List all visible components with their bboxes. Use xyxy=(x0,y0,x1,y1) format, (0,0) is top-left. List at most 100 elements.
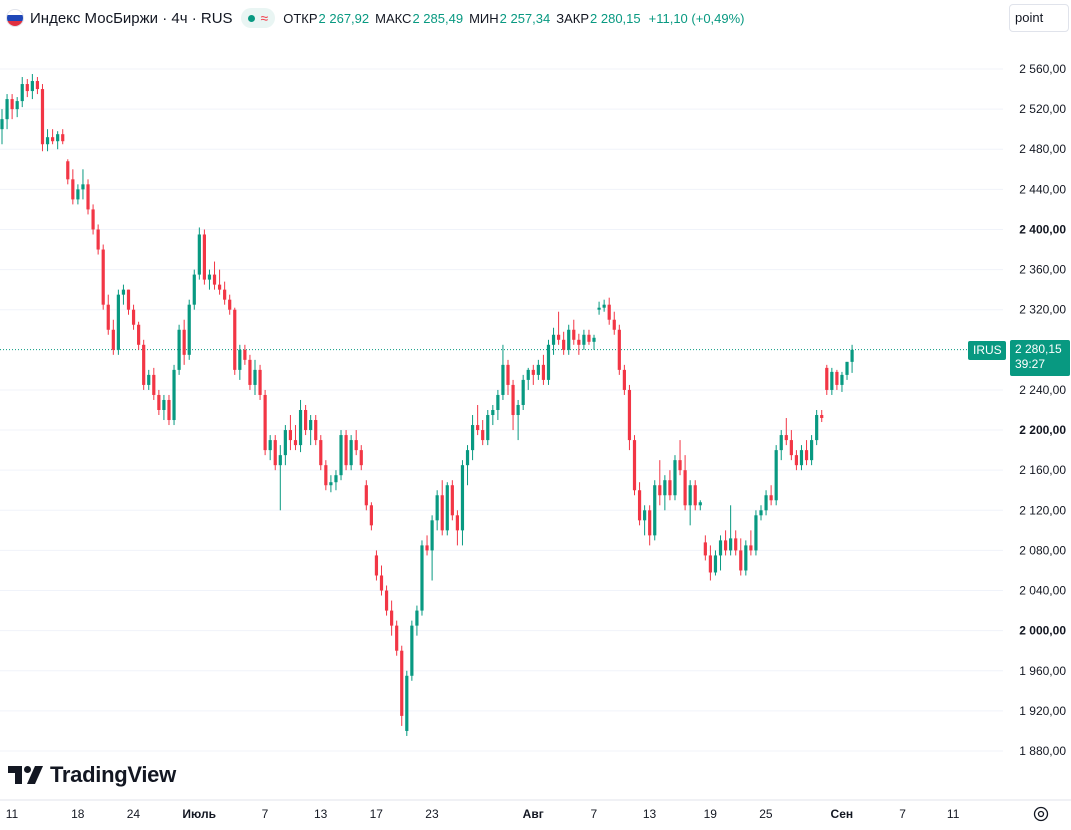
symbol-legend: Индекс МосБиржи · 4ч · RUS ≈ ОТКР2 267,9… xyxy=(6,8,745,28)
candle-body xyxy=(197,234,201,275)
candle xyxy=(794,450,799,471)
candle-body xyxy=(45,137,50,145)
tradingview-logo-icon xyxy=(8,766,43,784)
candle-body xyxy=(835,371,839,385)
candle xyxy=(116,289,120,355)
x-tick-label: 13 xyxy=(643,807,657,821)
candle-body xyxy=(455,515,459,531)
candle xyxy=(541,354,546,385)
candle xyxy=(324,460,328,491)
candle xyxy=(288,415,293,451)
last-price-tag: 2 280,15 39:27 xyxy=(1010,339,1070,376)
market-status[interactable]: ≈ xyxy=(240,8,276,28)
candle xyxy=(86,179,90,215)
candle xyxy=(243,344,247,365)
candle-body xyxy=(116,294,120,350)
candle-body xyxy=(567,329,571,350)
settings-gear-icon[interactable] xyxy=(1031,804,1051,824)
candle xyxy=(293,425,298,451)
candle-body xyxy=(298,410,303,446)
tradingview-logo[interactable]: TradingView xyxy=(8,762,176,788)
candle-body xyxy=(668,480,672,496)
x-tick-label: 11 xyxy=(947,807,960,821)
price-axis[interactable]: 2 560,00 2 520,00 2 480,00 2 440,00 2 400,00… xyxy=(1019,62,1066,758)
candle xyxy=(390,600,394,636)
candle-body xyxy=(754,515,758,551)
candle xyxy=(739,538,743,576)
candle-body xyxy=(557,334,561,340)
candle xyxy=(658,460,662,506)
units-button[interactable]: point xyxy=(1009,4,1069,32)
candle-body xyxy=(248,359,252,385)
candle-body xyxy=(10,99,14,110)
candle-body xyxy=(253,369,257,385)
candle xyxy=(799,445,804,471)
candle xyxy=(668,470,672,501)
candle-body xyxy=(379,575,384,591)
candle xyxy=(779,430,783,461)
candle xyxy=(430,515,434,581)
candle-body xyxy=(374,555,379,576)
time-axis[interactable]: 11 18 24 Июль 7 13 17 23 Авг 7 13 19 25 Сен 7 11 xyxy=(0,799,1071,821)
y-tick-label: 2 160,00 xyxy=(1019,463,1066,477)
candle xyxy=(410,620,414,681)
candle-body xyxy=(91,209,95,230)
candle xyxy=(470,415,475,461)
candle-body xyxy=(319,440,323,466)
candle-body xyxy=(683,470,687,506)
candle xyxy=(516,399,520,441)
candle xyxy=(718,535,723,571)
y-tick-label: 2 000,00 xyxy=(1019,624,1066,638)
y-tick-label: 2 080,00 xyxy=(1019,543,1066,557)
candle xyxy=(212,261,217,290)
candle xyxy=(612,311,616,335)
candle-body xyxy=(445,485,449,531)
candle-body xyxy=(51,137,55,142)
candle-body xyxy=(334,475,338,483)
candle-body xyxy=(739,550,743,571)
candle xyxy=(359,445,363,471)
candle-body xyxy=(840,374,844,385)
candle-body xyxy=(314,420,318,441)
candle-body xyxy=(723,540,728,551)
candle-body xyxy=(233,309,237,370)
candle-body xyxy=(207,274,212,280)
y-tick-label: 2 440,00 xyxy=(1019,182,1066,196)
candle xyxy=(137,321,141,350)
logo-text: TradingView xyxy=(50,762,176,787)
candle xyxy=(749,530,753,556)
ohlc-low: МИН2 257,34 xyxy=(469,11,551,26)
candle xyxy=(835,369,839,390)
candle xyxy=(121,284,126,305)
candle-body xyxy=(698,502,702,506)
candle xyxy=(693,480,697,511)
candle xyxy=(597,301,601,315)
candle xyxy=(622,364,626,395)
candle xyxy=(364,480,368,511)
candle-body xyxy=(810,440,814,461)
candle xyxy=(319,435,323,471)
last-price-value: 2 280,15 xyxy=(1015,341,1062,356)
candle xyxy=(268,435,272,461)
candle xyxy=(106,294,110,335)
candle-body xyxy=(465,450,470,466)
candle-body xyxy=(162,399,166,410)
candle-body xyxy=(390,610,394,626)
candle xyxy=(653,480,657,541)
candle-body xyxy=(749,545,753,551)
candle xyxy=(435,490,439,531)
candle xyxy=(481,420,485,446)
candle-body xyxy=(572,329,576,340)
candle xyxy=(374,550,379,581)
candle xyxy=(207,269,212,290)
candle-body xyxy=(845,361,849,375)
candle xyxy=(774,445,778,506)
symbol-title[interactable]: Индекс МосБиржи · 4ч · RUS xyxy=(30,9,233,27)
candle-body xyxy=(688,485,692,506)
y-tick-label: 1 880,00 xyxy=(1019,744,1066,758)
candle-body xyxy=(511,384,515,416)
candle xyxy=(101,244,105,310)
candle xyxy=(830,367,834,395)
candle xyxy=(683,455,687,511)
